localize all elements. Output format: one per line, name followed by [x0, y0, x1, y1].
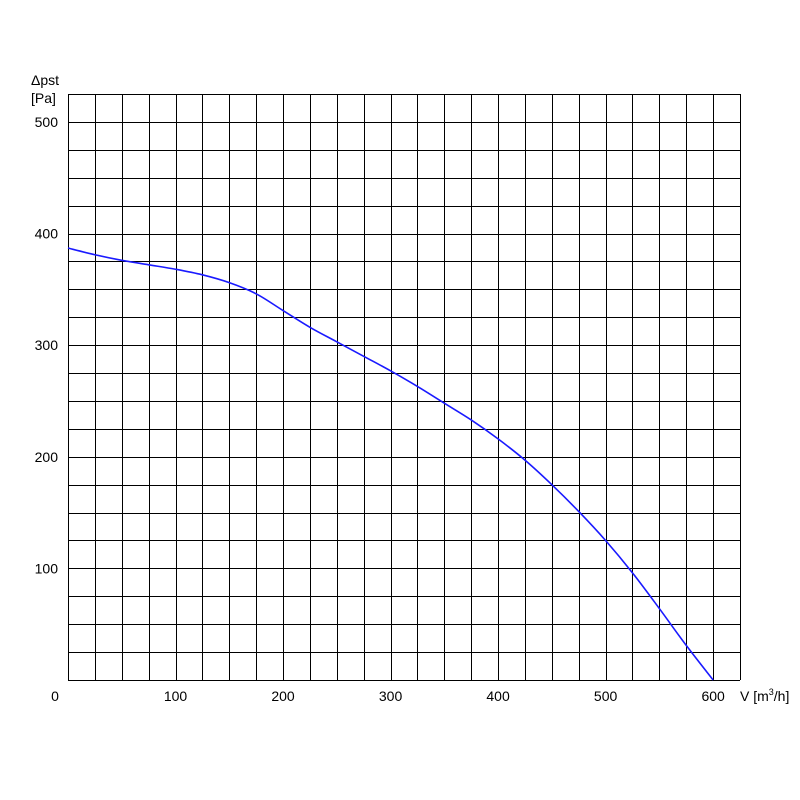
x-tick-label: 600 [701, 688, 725, 704]
x-axis-title-suffix: /h] [774, 688, 790, 704]
x-tick-label: 300 [379, 688, 403, 704]
y-tick-label: 100 [35, 560, 59, 576]
y-axis-title-line2: [Pa] [31, 90, 56, 106]
x-axis-title-superscript: 3 [769, 687, 774, 697]
grid [68, 94, 741, 681]
y-tick-label: 300 [35, 337, 59, 353]
x-tick-label: 500 [594, 688, 618, 704]
series-layer [67, 247, 714, 681]
y-tick-label: 200 [35, 449, 59, 465]
y-tick-labels: 100 200 300 400 500 [35, 114, 59, 576]
x-tick-labels: 0 100 200 300 400 500 600 [51, 688, 725, 704]
y-axis-title-line1: Δpst [31, 72, 59, 88]
y-tick-label: 500 [35, 114, 59, 130]
series-line [67, 247, 714, 681]
x-tick-label: 0 [51, 688, 59, 704]
x-tick-label: 400 [486, 688, 510, 704]
x-axis-title-prefix: V [m [740, 688, 769, 704]
x-axis-title: V [m3/h] [740, 687, 789, 704]
y-tick-label: 400 [35, 226, 59, 242]
x-tick-label: 200 [271, 688, 295, 704]
x-tick-label: 100 [164, 688, 188, 704]
